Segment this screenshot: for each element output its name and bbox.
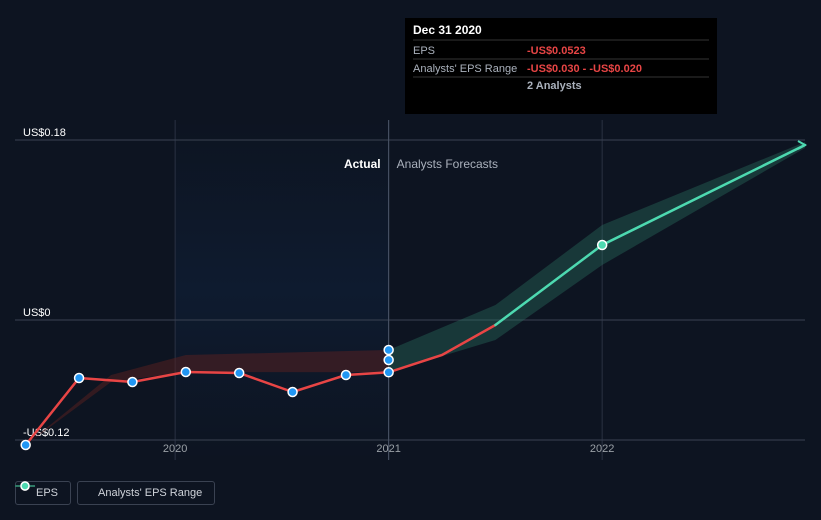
legend-label-range: Analysts' EPS Range <box>98 487 202 499</box>
svg-text:2 Analysts: 2 Analysts <box>527 80 582 92</box>
legend-item-range[interactable]: Analysts' EPS Range <box>77 481 215 505</box>
svg-text:2022: 2022 <box>590 443 614 455</box>
svg-text:US$0.18: US$0.18 <box>23 127 66 139</box>
svg-text:Analysts' EPS Range: Analysts' EPS Range <box>413 63 517 75</box>
svg-text:2020: 2020 <box>163 443 187 455</box>
svg-text:US$0: US$0 <box>23 307 51 319</box>
svg-text:Analysts Forecasts: Analysts Forecasts <box>397 157 498 171</box>
svg-text:-US$0.0523: -US$0.0523 <box>527 45 586 57</box>
eps-chart[interactable]: US$0.18US$0-US$0.12ActualAnalysts Foreca… <box>0 0 821 520</box>
svg-text:Dec 31 2020: Dec 31 2020 <box>413 23 482 37</box>
svg-text:2021: 2021 <box>376 443 400 455</box>
chart-svg: US$0.18US$0-US$0.12ActualAnalysts Foreca… <box>0 0 821 520</box>
svg-text:-US$0.030 - -US$0.020: -US$0.030 - -US$0.020 <box>527 63 642 75</box>
legend: EPS Analysts' EPS Range <box>15 481 215 505</box>
svg-text:Actual: Actual <box>344 157 381 171</box>
legend-label-eps: EPS <box>36 487 58 499</box>
svg-text:EPS: EPS <box>413 45 435 57</box>
